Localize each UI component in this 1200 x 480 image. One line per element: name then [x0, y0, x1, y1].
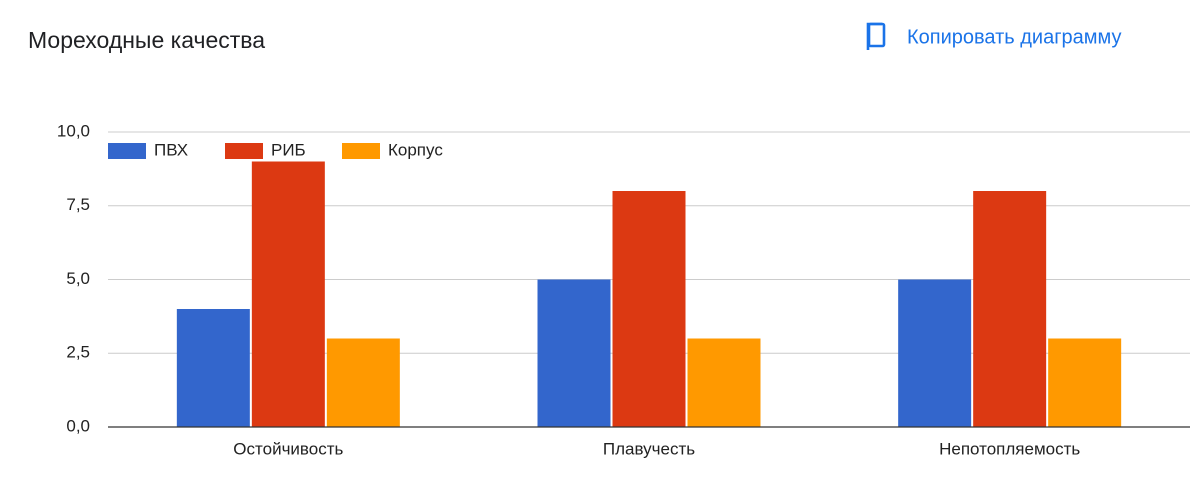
copy-icon [866, 22, 886, 50]
copy-button-label[interactable]: Копировать диаграмму [907, 26, 1121, 48]
legend-swatch [225, 143, 263, 159]
copy-button[interactable]: Копировать диаграмму [866, 22, 1121, 50]
bar [176, 309, 250, 427]
bar [973, 191, 1047, 427]
x-tick-label: Плавучесть [603, 439, 695, 458]
y-tick-label: 5,0 [66, 269, 90, 288]
bar [898, 279, 972, 427]
y-tick-label: 2,5 [66, 343, 90, 362]
legend-label: Корпус [388, 140, 443, 159]
bar [326, 338, 400, 427]
legend-swatch [342, 143, 380, 159]
legend-label: РИБ [271, 140, 306, 159]
y-tick-label: 10,0 [57, 121, 90, 140]
bar [251, 161, 325, 427]
y-tick-label: 0,0 [66, 416, 90, 435]
legend-swatch [108, 143, 146, 159]
chart-title: Мореходные качества [28, 27, 265, 53]
bar [612, 191, 686, 427]
bar [687, 338, 761, 427]
y-tick-label: 7,5 [66, 195, 90, 214]
bar [537, 279, 611, 427]
x-tick-label: Непотопляемость [939, 439, 1080, 458]
bar [1048, 338, 1122, 427]
legend-label: ПВХ [154, 140, 188, 159]
x-tick-label: Остойчивость [233, 439, 343, 458]
